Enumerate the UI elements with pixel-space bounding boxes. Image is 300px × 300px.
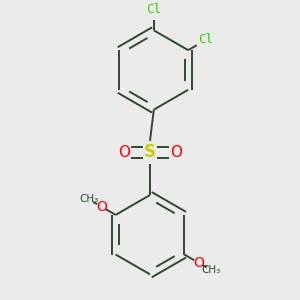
Text: Cl: Cl xyxy=(146,3,161,16)
Text: O: O xyxy=(170,145,182,160)
Text: Cl: Cl xyxy=(199,33,214,46)
Text: CH₃: CH₃ xyxy=(202,265,221,275)
Text: CH₃: CH₃ xyxy=(79,194,98,204)
Text: O: O xyxy=(193,256,204,269)
Text: O: O xyxy=(96,200,107,214)
Text: O: O xyxy=(118,145,130,160)
Text: S: S xyxy=(144,143,156,161)
